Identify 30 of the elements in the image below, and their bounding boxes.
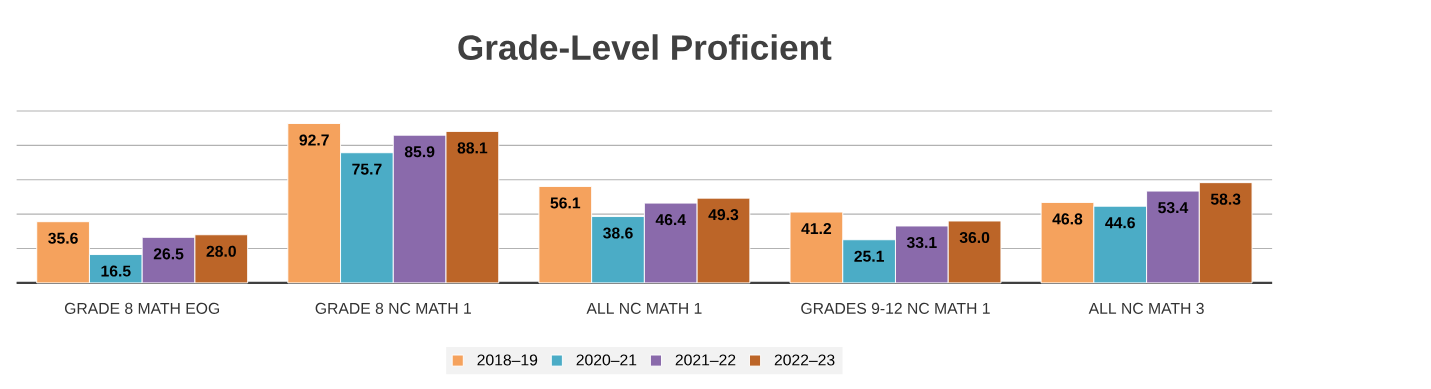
legend-label: 2022–23 [774, 354, 835, 366]
data-label: 56.1 [550, 197, 581, 209]
data-label: 85.9 [404, 146, 435, 158]
data-label: 26.5 [153, 248, 184, 260]
data-label: 88.1 [457, 142, 488, 154]
x-tick-label: GRADE 8 NC MATH 1 [315, 302, 471, 314]
data-label: 38.6 [603, 227, 633, 239]
data-label: 53.4 [1158, 201, 1189, 214]
data-label: 46.4 [655, 213, 686, 226]
data-label: 41.2 [801, 222, 832, 234]
data-label: 75.7 [352, 163, 382, 175]
legend-label: 2021–22 [675, 354, 736, 366]
data-label: 25.1 [854, 250, 884, 262]
legend-label: 2020–21 [576, 354, 637, 366]
data-label: 36.0 [959, 231, 990, 243]
data-label: 33.1 [906, 236, 937, 248]
data-label: 44.6 [1105, 217, 1135, 229]
x-tick-label: ALL NC MATH 3 [1088, 302, 1204, 314]
data-label: 49.3 [708, 208, 739, 221]
chart-title: Grade-Level Proficient [458, 34, 832, 60]
data-label: 28.0 [206, 245, 236, 257]
data-label: 58.3 [1210, 193, 1241, 205]
data-label: 16.5 [101, 265, 131, 277]
data-label: 46.8 [1052, 213, 1083, 225]
legend-label: 2018–19 [477, 354, 538, 366]
data-label: 92.7 [299, 134, 329, 146]
x-tick-label: GRADES 9-12 NC MATH 1 [801, 302, 990, 314]
data-label: 35.6 [48, 232, 78, 244]
x-tick-label: GRADE 8 MATH EOG [64, 302, 220, 314]
x-tick-label: ALL NC MATH 1 [586, 302, 702, 314]
